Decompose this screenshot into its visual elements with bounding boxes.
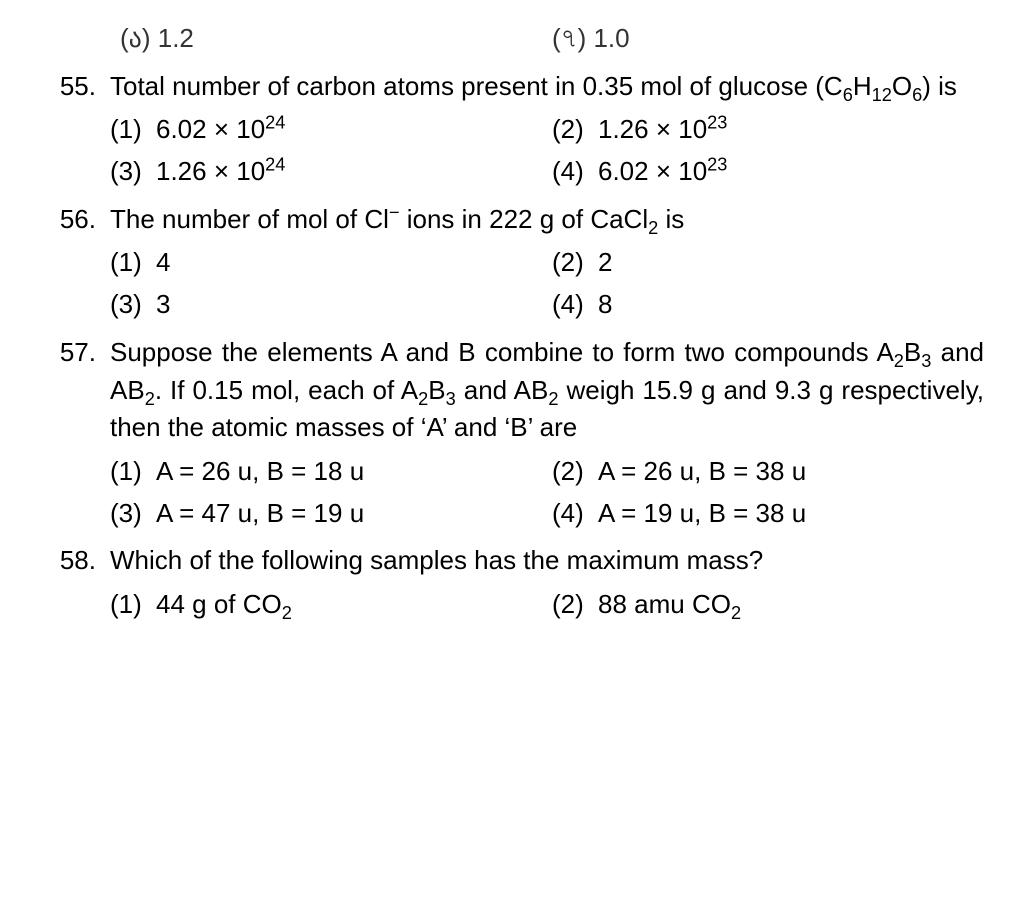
option-text: 8 [598,286,984,324]
option-label: (2) [552,111,598,149]
option-label: (3) [110,286,156,324]
option: (4)8 [552,286,984,324]
option-label: (4) [552,286,598,324]
question-body: Which of the following samples has the m… [110,542,984,623]
option-label: (4) [552,495,598,533]
page: (ა) 1.2 (৭) 1.0 55.Total number of carbo… [0,0,1024,634]
option-text: A = 47 u, B = 19 u [156,495,542,533]
question-stem: Total number of carbon atoms present in … [110,68,984,106]
question-number: 56. [40,201,110,324]
option-label: (1) [110,453,156,491]
option-label: (3) [110,495,156,533]
option-label: (3) [110,153,156,191]
option-text: 1.26 × 1023 [598,111,984,149]
question-body: The number of mol of Cl− ions in 222 g o… [110,201,984,324]
option-label: (2) [552,453,598,491]
question-stem: Which of the following samples has the m… [110,542,984,580]
question-body: Total number of carbon atoms present in … [110,68,984,191]
option-text: 44 g of CO2 [156,586,542,624]
question-number: 57. [40,334,110,532]
option: (4)A = 19 u, B = 38 u [552,495,984,533]
option-text: 6.02 × 1023 [598,153,984,191]
option-label: (1) [110,586,156,624]
options-grid: (1)A = 26 u, B = 18 u (2)A = 26 u, B = 38… [110,453,984,532]
option-label: (2) [552,244,598,282]
partial-opt-left: (ა) 1.2 [120,20,552,58]
option: (3)1.26 × 1024 [110,153,542,191]
option: (2)88 amu CO2 [552,586,984,624]
option-text: 4 [156,244,542,282]
question-stem: The number of mol of Cl− ions in 222 g o… [110,201,984,239]
partial-options-row: (ა) 1.2 (৭) 1.0 [120,20,984,58]
option: (2)2 [552,244,984,282]
option: (1)4 [110,244,542,282]
option-text: 1.26 × 1024 [156,153,542,191]
options-grid: (1)44 g of CO2 (2)88 amu CO2 [110,586,984,624]
option-text: 6.02 × 1024 [156,111,542,149]
questions-container: 55.Total number of carbon atoms present … [40,68,984,624]
question: 55.Total number of carbon atoms present … [40,68,984,191]
option-label: (1) [110,111,156,149]
option: (3)3 [110,286,542,324]
option: (2)A = 26 u, B = 38 u [552,453,984,491]
options-grid: (1)6.02 × 1024(2)1.26 × 1023(3)1.26 × 10… [110,111,984,190]
option-text: A = 26 u, B = 38 u [598,453,984,491]
question-number: 55. [40,68,110,191]
question-number: 58. [40,542,110,623]
option-text: A = 26 u, B = 18 u [156,453,542,491]
question-body: Suppose the elements A and B combine to … [110,334,984,532]
option: (2)1.26 × 1023 [552,111,984,149]
option: (1)A = 26 u, B = 18 u [110,453,542,491]
option: (1)44 g of CO2 [110,586,542,624]
options-grid: (1)4 (2)2 (3)3 (4)8 [110,244,984,323]
option-text: 88 amu CO2 [598,586,984,624]
option-text: 3 [156,286,542,324]
partial-opt-right: (৭) 1.0 [552,20,984,58]
option-label: (2) [552,586,598,624]
option: (3)A = 47 u, B = 19 u [110,495,542,533]
option-label: (1) [110,244,156,282]
option: (1)6.02 × 1024 [110,111,542,149]
question: 58.Which of the following samples has th… [40,542,984,623]
question: 56.The number of mol of Cl− ions in 222 … [40,201,984,324]
option-text: 2 [598,244,984,282]
question-stem: Suppose the elements A and B combine to … [110,334,984,447]
option-label: (4) [552,153,598,191]
option: (4)6.02 × 1023 [552,153,984,191]
option-text: A = 19 u, B = 38 u [598,495,984,533]
question: 57.Suppose the elements A and B combine … [40,334,984,532]
